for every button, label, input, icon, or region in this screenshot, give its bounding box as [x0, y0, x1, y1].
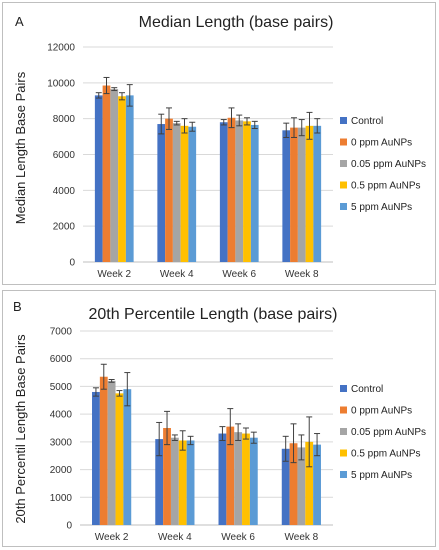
bar-0-5-ppm-aunps-week-4: [180, 125, 189, 262]
legend: Control 0 ppm AuNPs 0.05 ppm AuNPs 0.5 ppm …: [340, 116, 426, 213]
bar-5-ppm-aunps-week-6: [250, 124, 259, 262]
legend-swatch-0-5-ppm-aunps: [340, 181, 347, 189]
legend-label-0-ppm-aunps: 0 ppm AuNPs: [351, 138, 412, 149]
bar-0-05-ppm-aunps-week-2: [110, 89, 119, 263]
bar-control-week-4: [155, 439, 164, 525]
y-tick-label: 10000: [47, 78, 75, 89]
panel-letter-a: A: [15, 14, 24, 29]
bar-5-ppm-aunps-week-8: [313, 125, 322, 262]
legend-swatch-0-05-ppm-aunps: [340, 428, 347, 435]
bar-0-ppm-aunps-week-2: [99, 376, 108, 525]
bar-control-week-6: [219, 122, 228, 262]
bar-control-week-6: [218, 433, 227, 525]
chart-panel-a: A Median Length (base pairs) Median Leng…: [2, 2, 436, 285]
bar-0-05-ppm-aunps-week-2: [107, 380, 116, 525]
plot-area: 0 2000 4000 6000 8000 10000 12000 Week 2 Week 4 W…: [47, 43, 333, 280]
bar-0-ppm-aunps-week-6: [226, 426, 235, 525]
legend-swatch-0-05-ppm-aunps: [340, 160, 347, 167]
bar-0-5-ppm-aunps-week-8: [305, 441, 314, 525]
bar-0-5-ppm-aunps-week-2: [115, 393, 124, 525]
bar-0-5-ppm-aunps-week-6: [243, 121, 251, 263]
x-tick-label: Week 6: [222, 269, 256, 280]
bar-0-ppm-aunps-week-6: [227, 117, 236, 262]
legend: Control 0 ppm AuNPs 0.05 ppm AuNPs 0.5 ppm …: [340, 384, 426, 481]
bar-5-ppm-aunps-week-4: [188, 126, 197, 263]
chart-panel-b: B 20th Percentile Length (base pairs) 20…: [2, 290, 436, 547]
bar-0-05-ppm-aunps-week-4: [170, 437, 179, 525]
bar-control-week-4: [157, 124, 166, 263]
x-tick-label: Week 4: [158, 532, 192, 543]
y-axis-label: 20th Percentil Length Base Pairs: [13, 334, 28, 524]
legend-label-0-5-ppm-aunps: 0.5 ppm AuNPs: [351, 181, 420, 192]
y-tick-label: 2000: [53, 222, 76, 233]
y-tick-label: 1000: [50, 493, 73, 504]
y-tick-label: 6000: [50, 354, 73, 365]
panel-letter-b: B: [13, 299, 22, 314]
legend-swatch-control: [340, 385, 347, 392]
median-length-chart: A Median Length (base pairs) Median Leng…: [13, 14, 426, 280]
legend-swatch-0-ppm-aunps: [340, 406, 347, 414]
legend-label-control: Control: [351, 384, 383, 395]
bar-0-ppm-aunps-week-4: [165, 118, 173, 263]
legend-label-0-5-ppm-aunps: 0.5 ppm AuNPs: [351, 449, 420, 460]
y-tick-label: 0: [69, 258, 75, 269]
bar-control-week-2: [92, 391, 100, 525]
y-tick-label: 8000: [53, 114, 76, 125]
x-tick-label: Week 8: [285, 269, 319, 280]
bar-control-week-8: [282, 130, 291, 262]
y-tick-label: 0: [66, 521, 72, 532]
bar-control-week-2: [94, 95, 103, 262]
bar-0-ppm-aunps-week-2: [102, 85, 111, 262]
bar-5-ppm-aunps-week-2: [123, 389, 132, 525]
bar-0-5-ppm-aunps-week-4: [178, 440, 187, 525]
y-tick-label: 6000: [53, 150, 76, 161]
legend-swatch-control: [340, 117, 347, 124]
bar-0-05-ppm-aunps-week-8: [297, 447, 306, 525]
legend-label-5-ppm-aunps: 5 ppm AuNPs: [351, 202, 412, 213]
bar-control-week-8: [281, 448, 290, 525]
legend-label-control: Control: [351, 116, 383, 127]
chart-title: 20th Percentile Length (base pairs): [88, 306, 337, 323]
y-tick-label: 2000: [50, 465, 73, 476]
bar-0-5-ppm-aunps-week-2: [118, 96, 126, 262]
bar-0-05-ppm-aunps-week-8: [297, 127, 306, 262]
bar-0-5-ppm-aunps-week-6: [242, 433, 250, 525]
x-tick-label: Week 6: [221, 532, 255, 543]
bar-5-ppm-aunps-week-6: [249, 437, 258, 525]
bar-0-5-ppm-aunps-week-8: [305, 125, 314, 262]
legend-swatch-5-ppm-aunps: [340, 471, 347, 478]
bar-0-ppm-aunps-week-8: [289, 443, 298, 525]
bar-0-ppm-aunps-week-4: [163, 428, 171, 525]
legend-swatch-5-ppm-aunps: [340, 203, 347, 210]
x-tick-label: Week 8: [285, 532, 319, 543]
legend-swatch-0-ppm-aunps: [340, 138, 347, 146]
x-tick-label: Week 4: [160, 269, 194, 280]
y-tick-label: 5000: [50, 382, 73, 393]
legend-label-0-05-ppm-aunps: 0.05 ppm AuNPs: [351, 159, 426, 170]
legend-swatch-0-5-ppm-aunps: [340, 449, 347, 457]
bar-0-05-ppm-aunps-week-4: [172, 123, 181, 262]
y-tick-label: 7000: [50, 327, 73, 338]
y-tick-label: 4000: [50, 410, 73, 421]
y-tick-label: 4000: [53, 186, 76, 197]
bar-5-ppm-aunps-week-4: [186, 440, 195, 525]
chart-title: Median Length (base pairs): [139, 14, 334, 31]
bar-0-ppm-aunps-week-8: [290, 127, 298, 262]
x-tick-label: Week 2: [97, 269, 131, 280]
legend-label-5-ppm-aunps: 5 ppm AuNPs: [351, 470, 412, 481]
bar-0-05-ppm-aunps-week-6: [235, 120, 244, 262]
bar-0-05-ppm-aunps-week-6: [234, 432, 243, 525]
y-axis-label: Median Length Base Pairs: [13, 71, 28, 224]
x-tick-label: Week 2: [95, 532, 129, 543]
bar-5-ppm-aunps-week-2: [125, 95, 134, 262]
legend-label-0-05-ppm-aunps: 0.05 ppm AuNPs: [351, 427, 426, 438]
y-tick-label: 12000: [47, 43, 75, 54]
plot-area: 0 1000 2000 3000 4000 5000 6000 7000 Week 2 Week …: [50, 327, 333, 543]
legend-label-0-ppm-aunps: 0 ppm AuNPs: [351, 406, 412, 417]
y-tick-label: 3000: [50, 437, 73, 448]
bar-5-ppm-aunps-week-8: [313, 444, 321, 525]
percentile-length-chart: B 20th Percentile Length (base pairs) 20…: [13, 299, 426, 543]
